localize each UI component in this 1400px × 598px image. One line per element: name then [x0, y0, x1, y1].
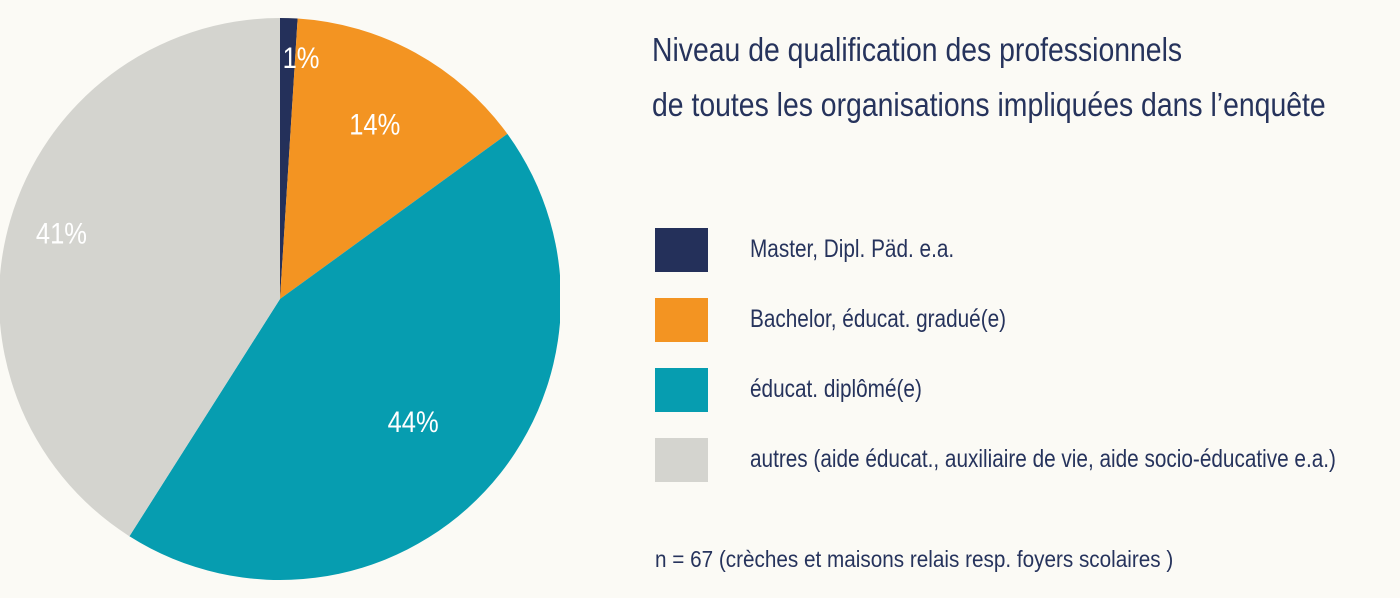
legend-item-diplome: éducat. diplômé(e) [655, 368, 1400, 412]
legend-label-autres: autres (aide éducat., auxiliaire de vie,… [750, 445, 1336, 473]
pie-chart: 1% 14% 44% 41% [0, 18, 560, 580]
legend-item-bachelor: Bachelor, éducat. gradué(e) [655, 298, 1400, 342]
legend-item-autres: autres (aide éducat., auxiliaire de vie,… [655, 438, 1400, 482]
legend-label-diplome: éducat. diplômé(e) [750, 375, 922, 403]
legend-swatch-diplome [655, 368, 708, 412]
pie-slice-autres [0, 18, 280, 537]
chart-title-line-1: Niveau de qualification des professionne… [652, 31, 1183, 68]
legend-swatch-master [655, 228, 708, 272]
pie-label-master: 1% [283, 41, 320, 74]
pie-slice-bachelor [280, 18, 508, 299]
legend-label-master: Master, Dipl. Päd. e.a. [750, 235, 955, 263]
pie-slice-diplome [129, 133, 560, 580]
legend-swatch-autres [655, 438, 708, 482]
pie-label-bachelor: 14% [349, 108, 400, 141]
chart-title-line-2: de toutes les organisations impliquées d… [652, 86, 1326, 123]
legend-swatch-bachelor [655, 298, 708, 342]
legend-label-bachelor: Bachelor, éducat. gradué(e) [750, 305, 1007, 333]
pie-slice-master [280, 18, 298, 299]
legend-item-master: Master, Dipl. Päd. e.a. [655, 228, 1400, 272]
chart-title: Niveau de qualification des professionne… [652, 22, 1326, 132]
pie-label-autres: 41% [36, 216, 87, 249]
sample-size-footnote: n = 67 (crèches et maisons relais resp. … [655, 546, 1174, 572]
pie-label-diplome: 44% [388, 405, 439, 438]
